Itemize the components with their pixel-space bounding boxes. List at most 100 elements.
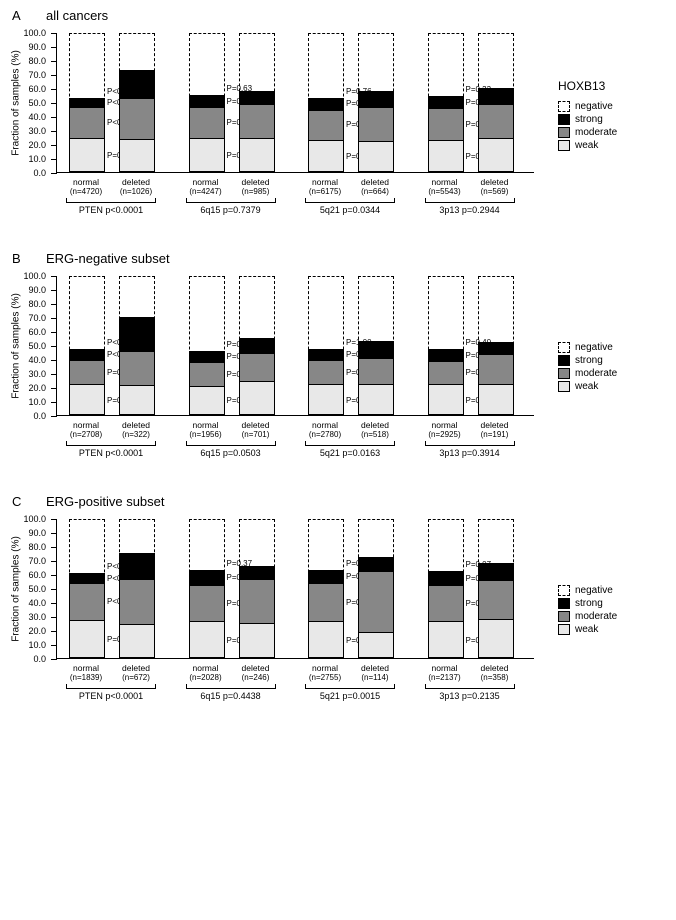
segment-moderate [309,360,343,384]
legend-swatch [558,368,570,379]
segment-weak [359,141,393,171]
figure-root: Aall cancers Fraction of samples (%) 0.010… [0,0,676,745]
stacked-bar [478,342,514,415]
stacked-bar [119,70,155,172]
y-tick-label: 70.0 [28,313,46,323]
y-tick [51,388,57,389]
x-column-label: normal(n=2925) [420,420,470,439]
legend-swatch [558,381,570,392]
panel-header: Aall cancers [4,8,672,23]
segment-moderate [190,585,224,622]
stacked-bar [69,98,105,172]
y-tick [51,617,57,618]
y-tick [51,89,57,90]
y-tick-label: 60.0 [28,84,46,94]
stacked-bar [478,563,514,658]
group-label: 6q15 p=0.7379 [186,205,276,215]
chart-area: Fraction of samples (%) 0.010.020.030.040… [4,270,544,466]
y-tick [51,61,57,62]
legend-item-strong: strong [558,355,617,366]
group-label: PTEN p<0.0001 [66,448,156,458]
bar-n: (n=2708) [61,430,111,439]
bar-n: (n=701) [231,430,281,439]
group-label: 3p13 p=0.3914 [425,448,515,458]
x-column-label: normal(n=2137) [420,663,470,682]
x-column-label: deleted(n=518) [350,420,400,439]
bar-n: (n=664) [350,187,400,196]
x-column-label: normal(n=2780) [300,420,350,439]
bar-condition: deleted [231,420,281,430]
chart-area: Fraction of samples (%)0.010.020.030.040… [4,513,544,709]
legend: negativestrongmoderateweak [558,583,617,637]
stacked-bar [189,95,225,172]
y-axis-label: Fraction of samples (%) [11,50,22,156]
segment-weak [190,138,224,171]
stacked-bar [428,571,464,658]
stacked-bar [358,557,394,658]
segment-moderate [70,360,104,384]
stacked-bar [239,566,275,658]
y-tick [51,290,57,291]
y-tick-label: 30.0 [28,612,46,622]
stacked-bar [358,341,394,415]
bar-condition: normal [420,420,470,430]
segment-strong [190,96,224,107]
segment-moderate [120,351,154,385]
segment-moderate [309,583,343,621]
segment-weak [70,384,104,414]
legend-label: negative [575,342,613,353]
bar-condition: deleted [231,663,281,673]
legend-label: weak [575,140,598,151]
legend: negativestrongmoderateweak [558,340,617,394]
x-column-label: deleted(n=358) [470,663,520,682]
bar-n: (n=358) [470,673,520,682]
bar-n: (n=6175) [300,187,350,196]
y-tick-label: 80.0 [28,542,46,552]
group-label: PTEN p<0.0001 [66,205,156,215]
bar-n: (n=1956) [181,430,231,439]
segment-strong [429,350,463,361]
x-column-label: deleted(n=672) [111,663,161,682]
segment-moderate [120,579,154,624]
y-tick-label: 50.0 [28,341,46,351]
legend-item-strong: strong [558,598,617,609]
y-tick-label: 90.0 [28,528,46,538]
segment-weak [429,384,463,414]
panel-C: CERG-positive subsetFraction of samples … [4,494,672,709]
segment-moderate [240,353,274,382]
bar-condition: normal [181,420,231,430]
legend-item-strong: strong [558,114,617,125]
plot-area: 0.010.020.030.040.050.060.070.080.090.01… [56,33,534,173]
segment-weak [190,621,224,657]
panel-title: all cancers [46,8,108,23]
bar-condition: normal [300,663,350,673]
plot-area: 0.010.020.030.040.050.060.070.080.090.01… [56,276,534,416]
stacked-bar [428,349,464,415]
segment-moderate [359,107,393,141]
bar-condition: normal [300,420,350,430]
group-bracket [186,202,276,203]
group-label: 6q15 p=0.0503 [186,448,276,458]
group-label: PTEN p<0.0001 [66,691,156,701]
segment-weak [240,138,274,171]
segment-weak [479,384,513,414]
group-label: 3p13 p=0.2944 [425,205,515,215]
y-tick-label: 80.0 [28,56,46,66]
segment-strong [309,99,343,110]
bar-n: (n=246) [231,673,281,682]
legend: HOXB13negativestrongmoderateweak [558,79,617,153]
stacked-bar [308,570,344,658]
y-axis-label: Fraction of samples (%) [11,293,22,399]
segment-moderate [240,104,274,138]
y-tick [51,131,57,132]
stacked-bar [478,88,514,172]
segment-strong [429,572,463,584]
bar-condition: deleted [350,663,400,673]
segment-moderate [359,571,393,633]
bar-n: (n=569) [470,187,520,196]
segment-weak [70,620,104,657]
bar-condition: deleted [111,177,161,187]
bar-condition: deleted [231,177,281,187]
group-bracket [186,445,276,446]
x-column-label: deleted(n=664) [350,177,400,196]
